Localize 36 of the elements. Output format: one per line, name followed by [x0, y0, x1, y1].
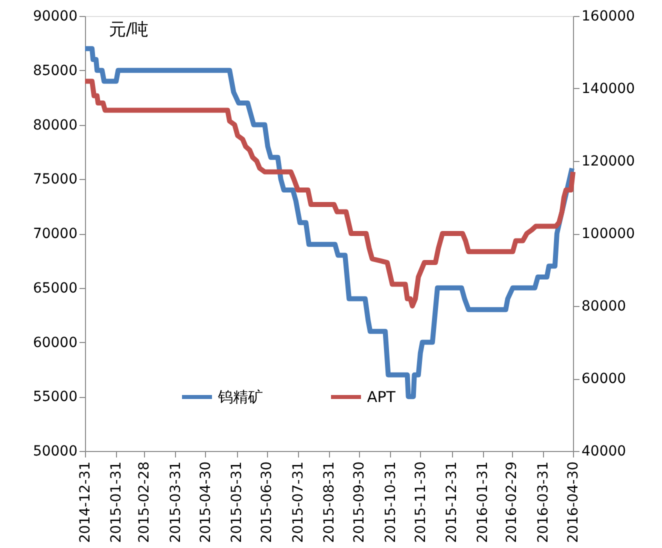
x-tick-label: 2015-04-30	[198, 462, 214, 543]
x-tick-label: 2015-07-31	[290, 462, 306, 543]
y-tick-label: 80000	[32, 117, 78, 134]
y-tick-label: 50000	[32, 444, 78, 460]
y-tick-label: 60000	[32, 334, 78, 351]
x-tick-label: 2015-03-31	[168, 462, 184, 543]
x-tick-label: 2015-09-30	[352, 462, 368, 543]
legend-label: 钨精矿	[217, 388, 263, 406]
y-tick-label: 90000	[32, 8, 78, 24]
y2-tick-label: 80000	[582, 298, 626, 314]
x-tick-label: 2015-05-31	[229, 462, 246, 543]
x-tick-label: 2016-04-30	[566, 462, 582, 543]
x-tick-label: 2014-12-31	[78, 462, 94, 543]
y-tick-label: 55000	[32, 389, 78, 406]
y2-tick-label: 100000	[582, 226, 635, 242]
x-tick-label: 2015-01-31	[108, 462, 125, 543]
y-tick-label: 85000	[32, 62, 78, 79]
y2-tick-label: 140000	[582, 81, 635, 97]
x-tick-label: 2015-02-28	[136, 462, 153, 543]
x-tick-label: 2016-01-31	[475, 462, 492, 543]
y-tick-label: 65000	[32, 280, 78, 296]
y-axis-title: 元/吨	[109, 20, 149, 40]
y2-tick-label: 120000	[582, 154, 635, 170]
x-tick-label: 2015-08-31	[322, 462, 338, 543]
y2-tick-label: 40000	[582, 444, 626, 460]
y-tick-label: 75000	[32, 172, 78, 188]
legend-label: APT	[367, 388, 396, 406]
x-tick-label: 2016-02-29	[504, 462, 520, 543]
x-tick-label: 2015-10-31	[382, 462, 399, 543]
x-tick-label: 2015-11-30	[412, 462, 429, 543]
y-tick-label: 70000	[32, 226, 78, 242]
y2-tick-label: 160000	[582, 8, 635, 24]
y2-tick-label: 60000	[582, 371, 626, 387]
x-tick-label: 2015-06-30	[259, 462, 276, 543]
x-tick-label: 2015-12-31	[444, 462, 460, 543]
x-tick-label: 2016-03-31	[535, 462, 552, 543]
